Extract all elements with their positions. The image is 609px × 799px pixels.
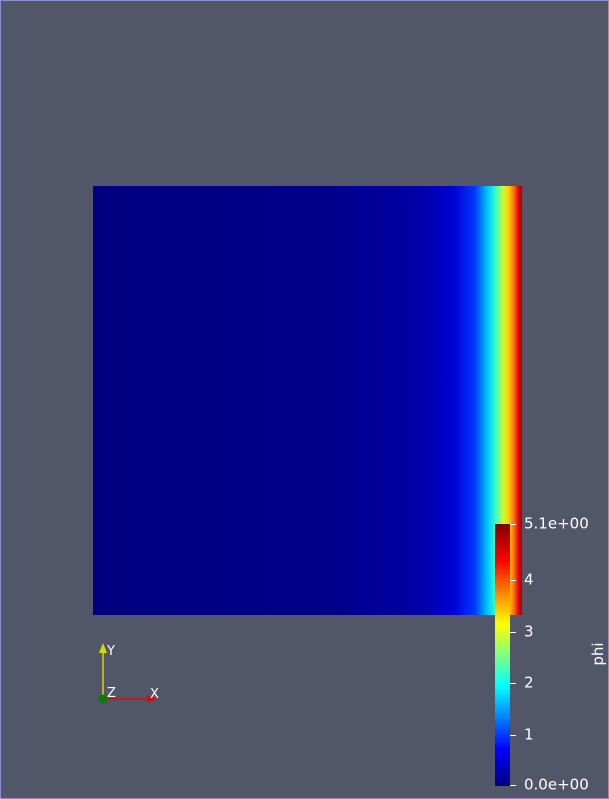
colorbar-tick-min bbox=[510, 785, 516, 786]
z-axis-label: Z bbox=[107, 686, 116, 701]
y-axis-label: Y bbox=[106, 644, 115, 659]
orientation-axes-widget: Y Z X bbox=[98, 643, 159, 704]
colorbar-tick-label-3: 3 bbox=[524, 622, 534, 641]
phi-field-plot[interactable] bbox=[93, 186, 522, 615]
y-axis-arrowhead bbox=[99, 643, 107, 653]
colorbar-tick-2 bbox=[510, 683, 516, 684]
x-axis-arrowhead bbox=[147, 695, 157, 703]
colorbar-tick-3 bbox=[510, 632, 516, 633]
colorbar-tick-max bbox=[510, 524, 516, 525]
x-axis-label: X bbox=[150, 687, 159, 702]
colorbar-tick-label-max: 5.1e+00 bbox=[524, 514, 589, 533]
colorbar-tick-label-2: 2 bbox=[524, 673, 534, 692]
colorbar-tick-1 bbox=[510, 735, 516, 736]
z-axis-dot bbox=[98, 694, 108, 704]
colorbar-title: phi bbox=[589, 642, 607, 666]
colorbar-tick-label-min: 0.0e+00 bbox=[524, 775, 589, 794]
colorbar-tick-label-1: 1 bbox=[524, 725, 534, 744]
colorbar bbox=[495, 524, 510, 786]
colorbar-tick-label-4: 4 bbox=[524, 570, 534, 589]
colorbar-tick-4 bbox=[510, 580, 516, 581]
